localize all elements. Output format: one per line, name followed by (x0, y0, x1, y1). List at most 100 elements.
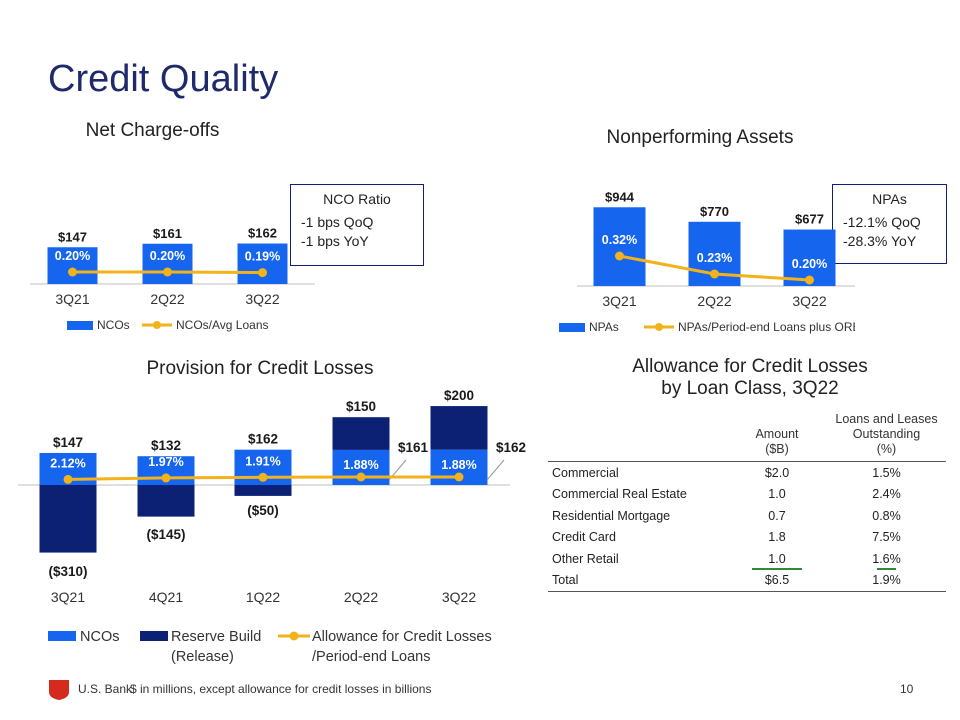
nco-value-label: $161 (398, 440, 429, 455)
bar-value-label: $677 (795, 212, 824, 227)
header-amount: Amount ($B) (727, 412, 827, 462)
legend-swatch-marker (289, 631, 299, 641)
npa-callout-title: NPAs (872, 191, 907, 207)
row-pct: 1.9% (872, 573, 901, 588)
bar-reserve-build (137, 485, 195, 517)
row-pct: 1.5% (872, 465, 901, 480)
legend-label: Allowance for Credit Losses (312, 629, 492, 645)
legend-swatch-marker (153, 321, 161, 329)
legend-label: (Release) (171, 649, 234, 665)
x-tick-label: 1Q22 (246, 589, 280, 605)
reserve-value-label: $200 (444, 388, 474, 403)
allowance-subtitle-line1: Allowance for Credit Losses (632, 356, 868, 377)
provision-chart-subtitle: Provision for Credit Losses (146, 358, 374, 379)
allowance-ratio-label: 1.91% (245, 454, 280, 468)
row-pct: 0.8% (872, 508, 901, 523)
x-tick-label: 4Q21 (149, 589, 183, 605)
header-loan-class (548, 412, 727, 462)
bar-value-label: $147 (58, 229, 87, 244)
bar-value-label: $944 (605, 190, 635, 204)
npa-chart-subtitle: Nonperforming Assets (606, 127, 794, 148)
row-pct-value: 1.6% (872, 551, 901, 566)
allowance-table-subtitle: Allowance for Credit Losses by Loan Clas… (570, 356, 930, 400)
reserve-value-label: ($145) (146, 527, 185, 542)
row-label: Commercial (552, 465, 619, 480)
row-amount: 1.0 (768, 487, 786, 502)
header-pct-line2: Outstanding (852, 427, 921, 441)
sum-underline (877, 567, 896, 570)
nco-leader-line (486, 459, 505, 481)
row-label: Residential Mortgage (552, 508, 671, 523)
legend-swatch-bars (559, 323, 585, 332)
legend-swatch-marker (655, 323, 663, 331)
ratio-point (163, 267, 172, 277)
legend-label: NCOs (80, 629, 119, 645)
header-amount-line1: Amount (755, 427, 799, 441)
table-row: Commercial Real Estate 1.0 2.4% (548, 484, 946, 506)
x-tick-label: 3Q21 (602, 293, 636, 309)
nco-callout-line1: -1 bps QoQ (301, 214, 374, 230)
bar-reserve-build (430, 406, 488, 450)
allowance-ratio-label: 1.88% (441, 458, 476, 472)
table-row-total: Total $6.5 1.9% (548, 570, 946, 592)
provision-chart: 3Q21 4Q21 1Q22 2Q22 3Q22 $147 $132 $162 $161 $162… (18, 388, 526, 665)
legend-swatch-bars (67, 321, 93, 330)
table-row: Credit Card 1.8 7.5% (548, 527, 946, 549)
footer-brand: U.S. Bank (78, 682, 133, 696)
row-amount: 1.8 (768, 530, 786, 545)
row-amount: 0.7 (768, 508, 786, 523)
x-tick-label: 3Q21 (55, 291, 89, 307)
legend-label: NPAs (589, 320, 619, 334)
reserve-value-label: ($50) (247, 503, 279, 518)
ratio-point (805, 275, 814, 285)
allowance-ratio-label: 2.12% (50, 456, 85, 470)
ratio-value-label: 0.20% (55, 249, 90, 263)
nco-value-label: $147 (53, 435, 83, 450)
ratio-point (258, 268, 267, 278)
allowance-ratio-label: 1.88% (343, 458, 378, 472)
table-header-row: Amount ($B) Loans and Leases Outstanding… (548, 412, 946, 462)
allowance-subtitle-line2: by Loan Class, 3Q22 (661, 378, 839, 399)
nco-value-label: $132 (151, 438, 181, 453)
ratio-value-label: 0.20% (150, 249, 185, 263)
row-amount: $2.0 (764, 465, 790, 480)
bar-nco (47, 247, 98, 284)
row-amount: $6.5 (764, 573, 790, 588)
legend-label: NCOs (97, 318, 130, 332)
row-pct: 7.5% (872, 530, 901, 545)
row-label: Total (552, 573, 579, 588)
allowance-ratio-point (63, 474, 73, 484)
bar-value-label: $770 (700, 204, 729, 219)
ratio-point (615, 251, 624, 261)
ratio-value-label: 0.19% (245, 250, 280, 264)
npa-chart: $944 3Q21 $770 2Q22 $677 3Q22 0.32% 0.23% 0.20% N… (559, 190, 855, 334)
x-tick-label: 2Q22 (150, 291, 184, 307)
bar-nco (237, 243, 288, 284)
table-row: Commercial $2.0 1.5% (548, 462, 946, 484)
us-bank-shield-icon (49, 680, 69, 700)
header-pct: Loans and Leases Outstanding (%) (827, 412, 946, 462)
footer-note: $ in millions, except allowance for cred… (130, 682, 432, 696)
row-label: Other Retail (552, 551, 619, 566)
bar-value-label: $161 (153, 226, 182, 241)
allowance-ratio-point (454, 472, 464, 482)
nco-callout-line2: -1 bps YoY (301, 233, 369, 249)
npa-callout-line1: -12.1% QoQ (843, 214, 921, 230)
allowance-ratio-point (258, 472, 268, 482)
allowance-table: Amount ($B) Loans and Leases Outstanding… (548, 412, 946, 592)
npa-callout-line2: -28.3% YoY (843, 233, 917, 249)
allowance-ratio-label: 1.97% (148, 455, 183, 469)
table-row: Other Retail 1.0 1.6% (548, 548, 946, 570)
table-row: Residential Mortgage 0.7 0.8% (548, 505, 946, 527)
nco-chart-subtitle: Net Charge-offs (85, 120, 220, 141)
ratio-point (710, 269, 719, 279)
legend-label: NPAs/Period-end Loans plus OREO (678, 320, 855, 334)
header-pct-line3: (%) (876, 442, 897, 456)
bar-npa (593, 207, 646, 286)
legend-swatch-reserve (140, 631, 168, 641)
row-pct: 1.6% (827, 548, 946, 570)
legend-label: /Period-end Loans (312, 649, 431, 665)
nco-callout-title: NCO Ratio (323, 191, 391, 207)
npa-callout: NPAs -12.1% QoQ -28.3% YoY (832, 184, 947, 264)
sum-underline (752, 567, 802, 570)
